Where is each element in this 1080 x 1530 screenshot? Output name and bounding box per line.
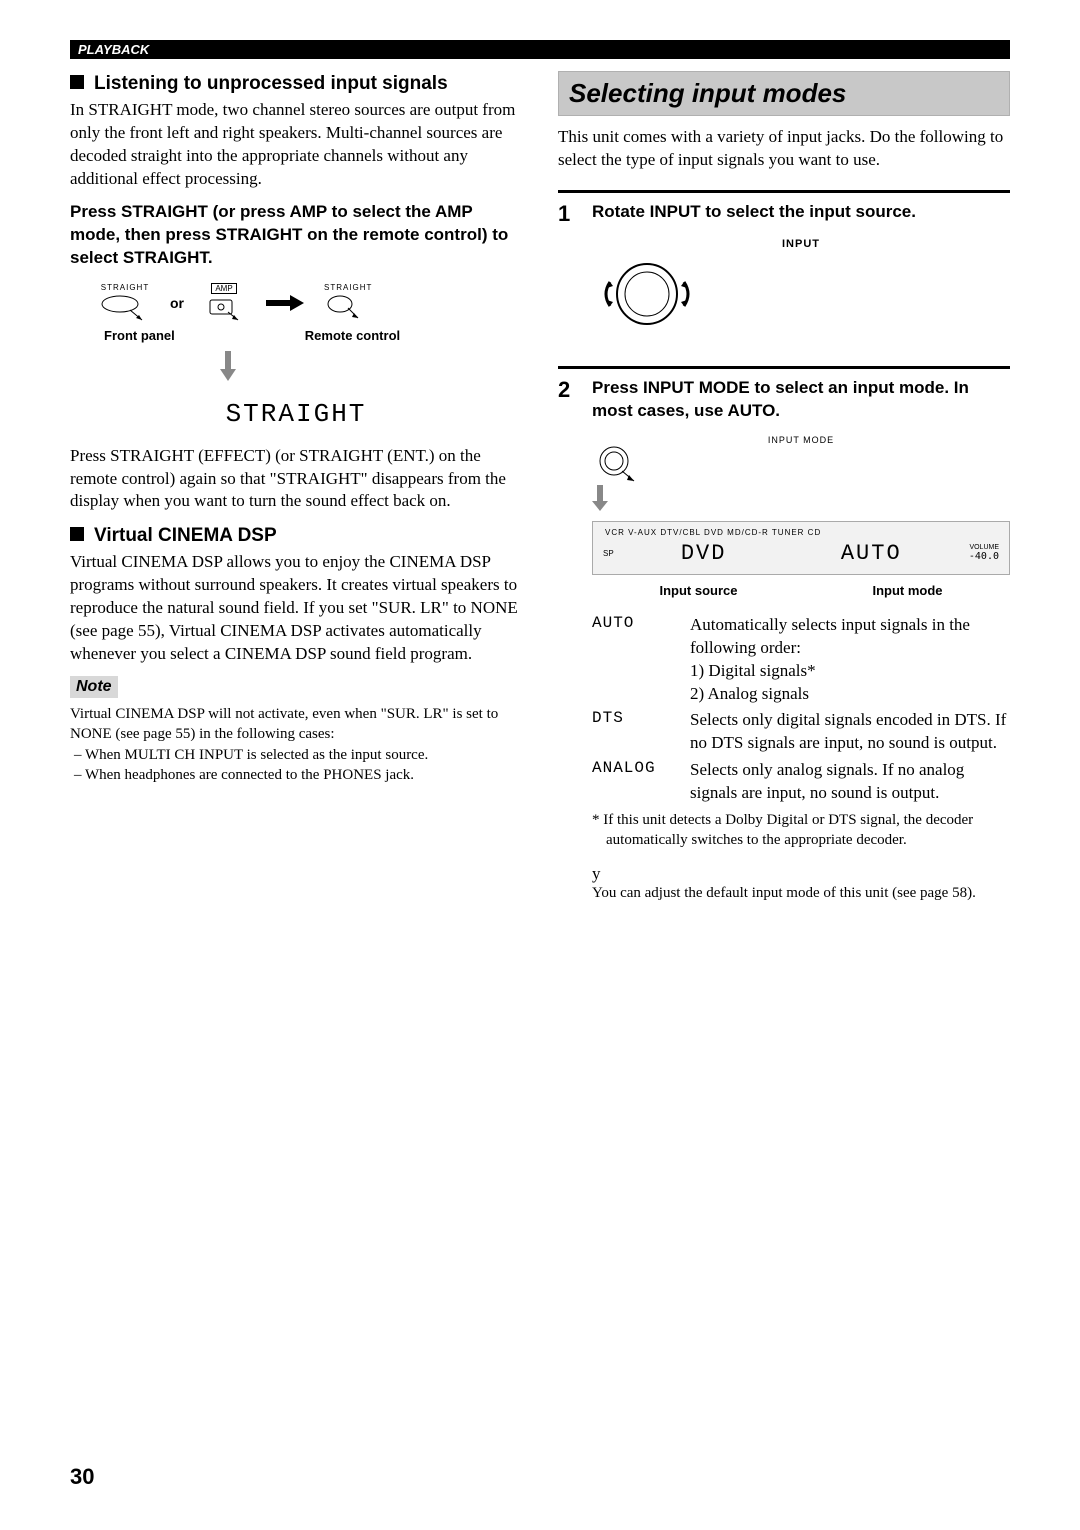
display-volume-value: -40.0 <box>969 551 999 562</box>
remote-straight-button-icon <box>324 292 364 322</box>
tip-text: You can adjust the default input mode of… <box>592 884 1010 904</box>
display-text-straight: STRAIGHT <box>70 399 522 429</box>
remote-amp-button-icon <box>204 294 244 324</box>
label-remote-control: Remote control <box>305 328 400 343</box>
step-1-number: 1 <box>558 201 578 348</box>
note-intro: Virtual CINEMA DSP will not activate, ev… <box>70 706 498 742</box>
input-mode-table: AUTO Automatically selects input signals… <box>592 614 1010 806</box>
input-knob-icon <box>592 254 702 334</box>
label-input-mode: Input mode <box>872 583 942 598</box>
input-mode-label: INPUT MODE <box>592 435 1010 445</box>
display-source-row: VCR V-AUX DTV/CBL DVD MD/CD-R TUNER CD <box>599 528 1003 539</box>
note-bullet-2: – When headphones are connected to the P… <box>84 765 522 785</box>
input-mode-button-diagram: INPUT MODE <box>592 435 1010 511</box>
label-or: or <box>170 295 184 311</box>
bullet-square-icon <box>70 75 84 89</box>
bullet-square-icon <box>70 527 84 541</box>
mode-auto-key: AUTO <box>592 614 672 706</box>
step-1: 1 Rotate INPUT to select the input sourc… <box>558 190 1010 348</box>
tip-marker: y <box>592 864 1010 884</box>
para-straight-desc: In STRAIGHT mode, two channel stereo sou… <box>70 99 522 191</box>
page-number: 30 <box>70 1464 94 1490</box>
front-panel-button-icon <box>100 292 150 322</box>
display-mode-value: AUTO <box>841 541 902 566</box>
note-body: Virtual CINEMA DSP will not activate, ev… <box>70 704 522 785</box>
display-volume-label: VOLUME <box>969 544 999 551</box>
mode-auto-desc: Automatically selects input signals in t… <box>690 614 1010 706</box>
label-amp: AMP <box>211 283 236 294</box>
arrow-down-icon <box>592 485 608 511</box>
diagram-straight-controls: STRAIGHT or AMP STRAIGHT Front panel Rem… <box>100 282 522 381</box>
knob-label: INPUT <box>592 238 1010 250</box>
section-header: PLAYBACK <box>70 40 1010 59</box>
label-straight-remote: STRAIGHT <box>324 283 372 292</box>
arrow-right-icon <box>264 295 304 311</box>
mode-dts-key: DTS <box>592 709 672 755</box>
label-input-source: Input source <box>659 583 737 598</box>
input-knob-diagram: INPUT <box>592 238 1010 334</box>
display-sp: SP <box>603 549 614 558</box>
heading-virtual-cinema: Virtual CINEMA DSP <box>94 525 277 547</box>
heading-listening: Listening to unprocessed input signals <box>94 73 448 95</box>
step-2: 2 Press INPUT MODE to select an input mo… <box>558 366 1010 904</box>
note-bullet-1: – When MULTI CH INPUT is selected as the… <box>84 745 522 765</box>
display-panel: VCR V-AUX DTV/CBL DVD MD/CD-R TUNER CD S… <box>592 521 1010 575</box>
para-straight-off: Press STRAIGHT (EFFECT) (or STRAIGHT (EN… <box>70 445 522 514</box>
step-1-title: Rotate INPUT to select the input source. <box>592 201 1010 224</box>
label-front-panel: Front panel <box>104 328 175 343</box>
step-2-title: Press INPUT MODE to select an input mode… <box>592 377 1010 423</box>
right-column: Selecting input modes This unit comes wi… <box>558 71 1010 904</box>
label-straight-top: STRAIGHT <box>100 283 150 292</box>
note-label: Note <box>70 676 118 698</box>
mode-analog-key: ANALOG <box>592 759 672 805</box>
para-virtual-cinema: Virtual CINEMA DSP allows you to enjoy t… <box>70 551 522 666</box>
section-header-label: PLAYBACK <box>78 42 149 57</box>
mode-dts-desc: Selects only digital signals encoded in … <box>690 709 1010 755</box>
display-source-value: DVD <box>681 541 727 566</box>
step-2-number: 2 <box>558 377 578 904</box>
instruction-press-straight: Press STRAIGHT (or press AMP to select t… <box>70 201 522 270</box>
arrow-down-icon <box>220 351 236 381</box>
mode-analog-desc: Selects only analog signals. If no analo… <box>690 759 1010 805</box>
para-input-intro: This unit comes with a variety of input … <box>558 126 1010 172</box>
banner-selecting-input: Selecting input modes <box>558 71 1010 116</box>
footnote-decoder: * If this unit detects a Dolby Digital o… <box>592 811 1010 850</box>
input-mode-button-icon <box>592 445 642 485</box>
left-column: Listening to unprocessed input signals I… <box>70 71 522 904</box>
